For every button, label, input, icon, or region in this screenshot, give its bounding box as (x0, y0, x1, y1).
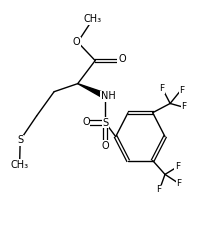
Text: CH₃: CH₃ (11, 160, 29, 170)
Text: F: F (159, 84, 164, 94)
Polygon shape (78, 84, 104, 98)
Text: NH: NH (101, 91, 115, 101)
Text: O: O (102, 141, 109, 151)
Text: O: O (73, 37, 80, 47)
Text: S: S (102, 118, 109, 128)
Text: O: O (118, 54, 126, 64)
Text: F: F (177, 179, 181, 188)
Text: F: F (181, 102, 187, 111)
Text: F: F (175, 162, 180, 171)
Text: F: F (156, 185, 161, 194)
Text: F: F (180, 86, 185, 95)
Text: S: S (17, 135, 23, 145)
Text: O: O (82, 117, 90, 127)
Text: CH₃: CH₃ (83, 14, 101, 24)
